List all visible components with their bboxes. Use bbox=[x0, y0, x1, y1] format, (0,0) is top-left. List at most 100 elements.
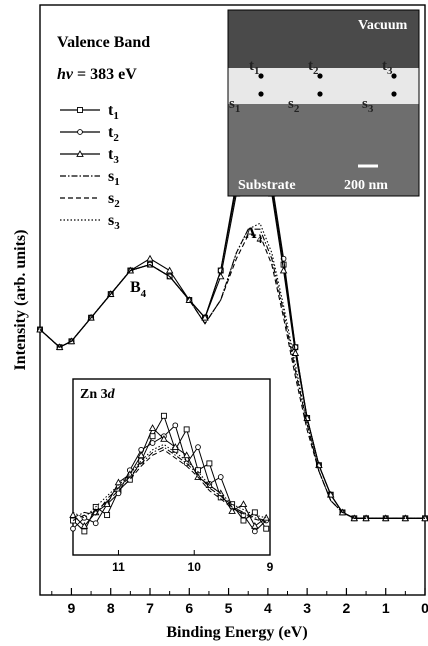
data-point-t3-10 bbox=[216, 272, 225, 280]
inset-point-t2-7 bbox=[149, 440, 156, 446]
data-point-t3-16 bbox=[291, 349, 300, 356]
legend-label-t2: t2 bbox=[108, 124, 119, 144]
inset-point-t1-16 bbox=[251, 509, 258, 516]
data-point-t1-15 bbox=[280, 261, 287, 268]
inset-point-t3-9 bbox=[171, 443, 180, 450]
inset-point-t1-8 bbox=[160, 412, 167, 419]
inset-point-t3-16 bbox=[251, 522, 259, 529]
inset-point-t1-0 bbox=[70, 517, 76, 524]
legend-label-s1: s1 bbox=[108, 168, 120, 188]
annotation-valence-band: Valence Band bbox=[57, 34, 150, 51]
inset-point-t3-1 bbox=[80, 522, 89, 529]
inset-point-t3-8 bbox=[160, 434, 168, 442]
legend-marker-t3 bbox=[76, 150, 84, 157]
inset-title: Zn 3d bbox=[80, 387, 116, 402]
inset-point-t2-15 bbox=[240, 512, 247, 518]
micrograph-scale-label: 200 nm bbox=[344, 178, 388, 193]
inset-point-t3-3 bbox=[103, 500, 111, 508]
inset-point-t1-7 bbox=[149, 433, 156, 440]
series-s3 bbox=[39, 222, 425, 519]
legend-label-t3: t3 bbox=[108, 146, 119, 166]
data-point-t3-7 bbox=[165, 266, 174, 274]
data-point-t2-16 bbox=[292, 344, 299, 351]
inset-point-t2-16 bbox=[251, 528, 258, 535]
data-point-t3-15 bbox=[279, 266, 288, 274]
micrograph-point-t3 bbox=[391, 73, 397, 79]
inset-point-t3-15 bbox=[239, 500, 248, 508]
micrograph-label-t1: t1 bbox=[249, 58, 260, 77]
inset-series-s1 bbox=[72, 446, 267, 521]
micrograph-point-s1 bbox=[258, 91, 264, 97]
x-tick-label-0: 0 bbox=[421, 600, 428, 616]
data-point-t3-8 bbox=[185, 296, 194, 303]
legend-item-s3: s3 bbox=[60, 212, 120, 232]
peak-label-b4: B4 bbox=[130, 279, 147, 300]
main-series-group bbox=[36, 131, 428, 522]
x-tick-label-2: 2 bbox=[343, 600, 351, 616]
data-point-t3-9 bbox=[201, 313, 209, 321]
micrograph-point-t1 bbox=[258, 73, 264, 79]
legend-marker-t2 bbox=[77, 129, 83, 135]
legend-marker-t1 bbox=[77, 107, 83, 113]
inset-point-t3-6 bbox=[137, 451, 145, 459]
inset-point-t2-2 bbox=[92, 520, 99, 527]
micrograph-point-s2 bbox=[317, 91, 323, 97]
inset-point-t3-10 bbox=[182, 451, 191, 459]
x-tick-label-9: 9 bbox=[68, 600, 76, 616]
inset-point-t3-14 bbox=[228, 507, 236, 514]
plot-frame bbox=[39, 4, 426, 596]
series-line-s3 bbox=[39, 222, 425, 519]
micrograph-label-t3: t3 bbox=[382, 58, 393, 77]
x-tick-label-6: 6 bbox=[185, 600, 193, 616]
inset-point-t1-3 bbox=[104, 512, 111, 519]
inset-series-s2 bbox=[72, 449, 267, 523]
inset-point-t1-1 bbox=[81, 528, 88, 535]
legend-item-s1: s1 bbox=[60, 168, 120, 188]
inset-point-t2-11 bbox=[195, 444, 201, 450]
inset-tick-label-11: 11 bbox=[112, 560, 125, 574]
inset-series-group bbox=[69, 412, 270, 535]
data-point-t3-6 bbox=[146, 254, 154, 262]
x-tick-label-7: 7 bbox=[146, 600, 154, 616]
micrograph-points: t1 t2 t3 s1 s2 s3 bbox=[229, 58, 397, 115]
micrograph-label-s3: s3 bbox=[362, 96, 374, 115]
inset-point-t1-17 bbox=[263, 525, 270, 532]
annotation-photon-energy: hν = 383 eV bbox=[57, 66, 137, 83]
x-tick-label-4: 4 bbox=[264, 600, 272, 616]
inset-point-t2-13 bbox=[217, 474, 224, 480]
legend-item-t3: t3 bbox=[60, 146, 119, 166]
inset-series-s3 bbox=[72, 443, 267, 519]
micrograph-point-t2 bbox=[317, 73, 323, 79]
micrograph-point-s3 bbox=[391, 91, 397, 97]
inset-frame bbox=[72, 378, 271, 556]
legend-label-t1: t1 bbox=[108, 102, 119, 122]
micrograph-label-vacuum: Vacuum bbox=[358, 18, 408, 33]
x-axis-label: Binding Energy (eV) bbox=[166, 624, 307, 641]
inset-point-t2-0 bbox=[70, 525, 76, 532]
inset-point-t2-4 bbox=[115, 490, 122, 497]
legend-label-s3: s3 bbox=[108, 212, 120, 232]
x-tick-label-8: 8 bbox=[107, 600, 115, 616]
inset-tick-label-10: 10 bbox=[188, 560, 202, 574]
micrograph-label-substrate: Substrate bbox=[238, 178, 296, 193]
micrograph-inset: Vacuum Substrate 200 nm t1 t2 t3 s1 s2 s3 bbox=[227, 9, 420, 197]
inset-x-ticks: 11 10 9 bbox=[112, 550, 274, 574]
micrograph-substrate-region bbox=[228, 104, 419, 196]
x-tick-label-1: 1 bbox=[382, 600, 390, 616]
inset-tick-label-9: 9 bbox=[267, 560, 274, 574]
inset-point-t1-15 bbox=[240, 517, 247, 524]
micrograph-frame bbox=[227, 9, 420, 197]
x-tick-label-3: 3 bbox=[303, 600, 311, 616]
inset-line-s2 bbox=[72, 449, 267, 523]
inset-point-t2-9 bbox=[172, 422, 179, 429]
micrograph-label-s2: s2 bbox=[288, 96, 300, 115]
inset-line-s1 bbox=[72, 446, 267, 521]
inset-point-t3-7 bbox=[148, 424, 157, 431]
y-axis-label: Intensity (arb. units) bbox=[12, 230, 29, 371]
micrograph-vacuum-region bbox=[228, 10, 419, 68]
micrograph-label-s1: s1 bbox=[229, 96, 240, 115]
legend-label-s2: s2 bbox=[108, 190, 120, 210]
inset-point-t1-11 bbox=[195, 467, 201, 474]
